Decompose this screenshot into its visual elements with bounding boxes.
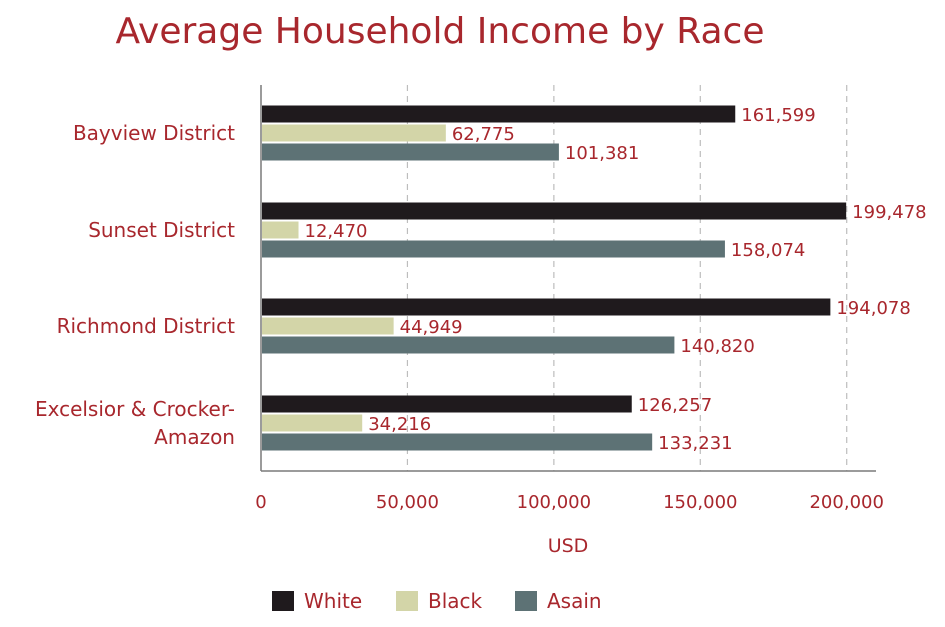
legend-label: White: [304, 589, 362, 613]
legend-swatch: [396, 591, 418, 611]
data-label: 126,257: [638, 395, 712, 416]
category-label: Sunset District: [88, 218, 235, 242]
bar-black: [262, 414, 363, 432]
bar-white: [262, 395, 632, 413]
bar-white: [262, 202, 847, 220]
axes: 0 50,000 100,000 150,000 200,000 Bayview Dist…: [35, 85, 884, 513]
bar-black: [262, 124, 446, 142]
bar-black: [262, 221, 299, 239]
data-label: 158,074: [731, 240, 805, 261]
bar-white: [262, 298, 831, 316]
bar-asain: [262, 143, 559, 161]
x-axis-title: USD: [548, 535, 589, 557]
data-label: 34,216: [368, 414, 431, 435]
legend-item-white: White: [272, 589, 362, 613]
data-labels: 161,599 62,775 101,381 199,478 12,470 158,074…: [305, 105, 927, 454]
data-label: 133,231: [658, 433, 732, 454]
legend: White Black Asain: [272, 589, 602, 613]
chart-title: Average Household Income by Race: [116, 11, 765, 52]
category-label: Richmond District: [57, 314, 236, 338]
data-label: 62,775: [452, 124, 515, 145]
category-label: Bayview District: [73, 121, 235, 145]
data-label: 140,820: [680, 336, 754, 357]
legend-swatch: [515, 591, 537, 611]
legend-item-black: Black: [396, 589, 483, 613]
data-label: 101,381: [565, 143, 639, 164]
legend-item-asain: Asain: [515, 589, 602, 613]
bar-asain: [262, 336, 675, 354]
bar-asain: [262, 433, 653, 451]
data-label: 44,949: [400, 317, 463, 338]
bar-white: [262, 105, 736, 123]
legend-label: Asain: [547, 589, 602, 613]
legend-swatch: [272, 591, 294, 611]
x-tick-label: 50,000: [376, 492, 439, 513]
x-tick-label: 0: [255, 492, 266, 513]
bar-black: [262, 317, 394, 335]
legend-label: Black: [428, 589, 483, 613]
bar-asain: [262, 240, 725, 258]
data-label: 194,078: [836, 298, 910, 319]
bars: [262, 105, 847, 451]
category-label: Excelsior & Crocker-: [35, 397, 235, 421]
data-label: 199,478: [852, 202, 926, 223]
data-label: 161,599: [741, 105, 815, 126]
data-label: 12,470: [305, 221, 368, 242]
x-tick-label: 200,000: [809, 492, 883, 513]
category-label: Amazon: [154, 425, 235, 449]
x-tick-label: 100,000: [517, 492, 591, 513]
x-tick-label: 150,000: [663, 492, 737, 513]
